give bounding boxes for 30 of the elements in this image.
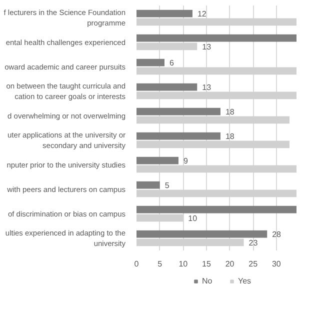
x-tick-label: 10	[178, 260, 188, 268]
legend-label: No	[202, 276, 214, 286]
data-label: 13	[202, 42, 212, 52]
data-label: 18	[225, 132, 235, 142]
data-label: 13	[202, 83, 212, 92]
legend-label: Yes	[238, 276, 252, 286]
x-tick-label: 15	[202, 260, 212, 268]
x-tick-label: 30	[272, 260, 282, 268]
data-label: 12	[197, 10, 207, 19]
data-label: 23	[248, 238, 258, 248]
bar	[136, 83, 198, 91]
bar	[136, 132, 220, 140]
x-tick-label: 0	[134, 260, 140, 268]
bar	[136, 10, 192, 18]
bar	[136, 58, 164, 66]
x-tick-label: 5	[158, 260, 163, 268]
data-label: 28	[272, 230, 282, 240]
bar	[136, 181, 160, 189]
bar	[136, 108, 220, 116]
bar	[136, 34, 296, 42]
x-tick-label: 25	[248, 260, 258, 268]
bar	[136, 156, 178, 164]
data-label: 5	[164, 181, 170, 190]
bar	[136, 206, 296, 214]
data-label: 10	[188, 214, 198, 223]
x-tick-label: 20	[225, 260, 235, 268]
data-label: 18	[225, 108, 235, 117]
data-label: 6	[169, 58, 174, 68]
bar	[136, 230, 268, 238]
data-label: 9	[183, 156, 188, 166]
